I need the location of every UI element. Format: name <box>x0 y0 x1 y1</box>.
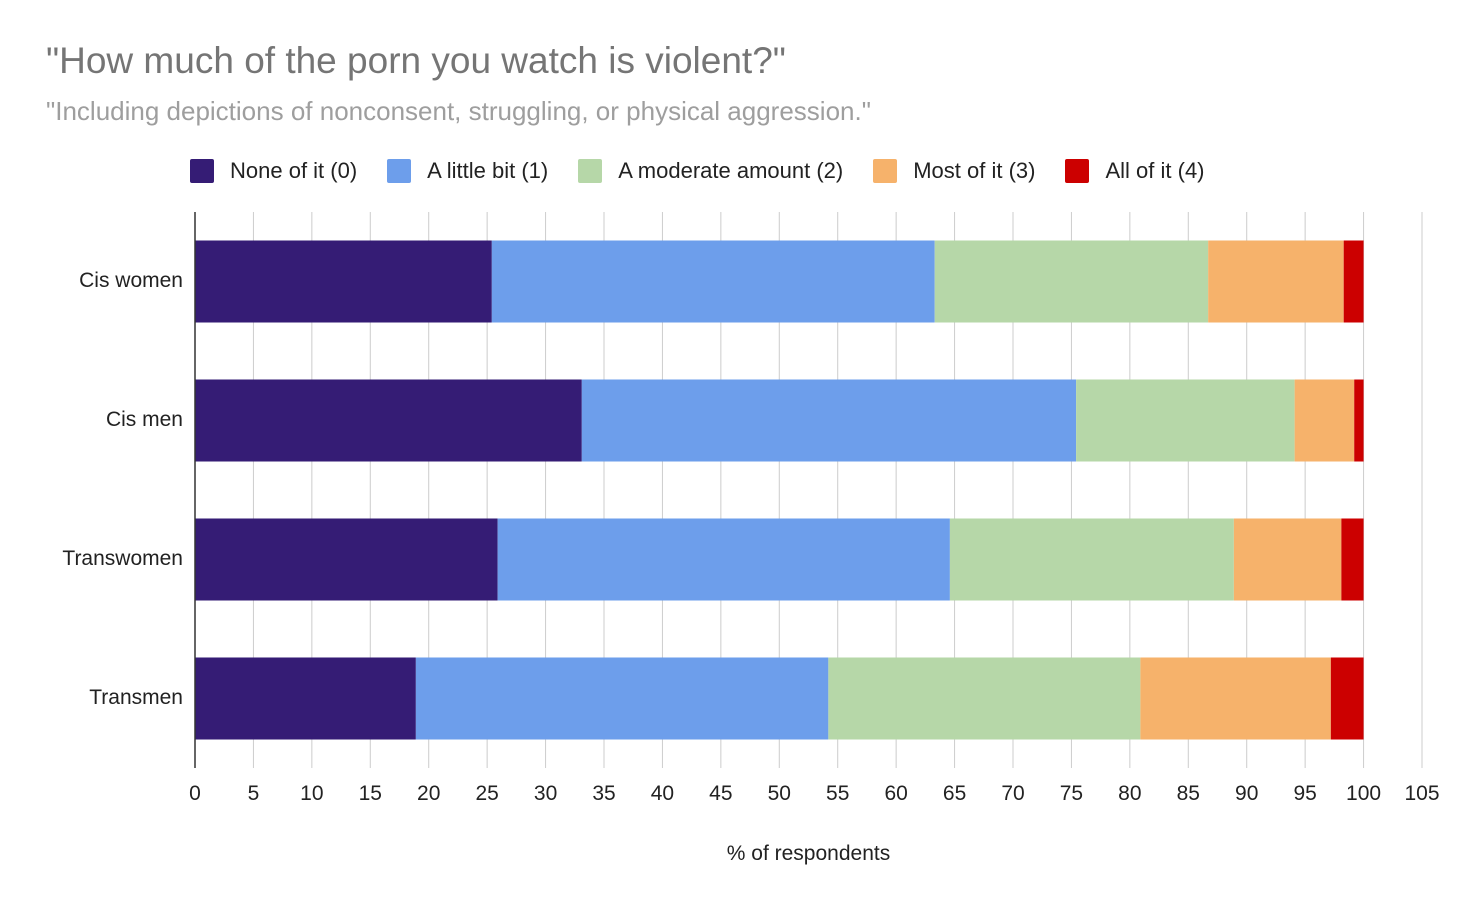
x-axis-label: % of respondents <box>727 842 890 865</box>
legend-label-none: None of it (0) <box>230 158 358 183</box>
bar-cis-men-series-0[interactable] <box>195 379 582 462</box>
legend-label-moderate: A moderate amount (2) <box>618 158 844 183</box>
legend-swatch-little <box>387 159 412 183</box>
bar-cis-women-series-3[interactable] <box>1208 240 1344 323</box>
legend-label-little: A little bit (1) <box>427 158 549 183</box>
legend-item-most[interactable]: Most of it (3) <box>873 158 1035 184</box>
x-tick-label-80: 80 <box>1118 782 1141 805</box>
bar-transmen-series-1[interactable] <box>415 657 829 740</box>
bar-cis-men-series-2[interactable] <box>1076 379 1295 462</box>
x-tick-label-15: 15 <box>359 782 382 805</box>
x-tick-label-35: 35 <box>592 782 615 805</box>
bar-cis-women-series-1[interactable] <box>491 240 935 323</box>
bar-transwomen-series-0[interactable] <box>195 518 498 601</box>
x-tick-label-100: 100 <box>1346 782 1381 805</box>
x-tick-label-50: 50 <box>768 782 791 805</box>
x-tick-label-40: 40 <box>651 782 674 805</box>
bar-transmen-series-2[interactable] <box>828 657 1141 740</box>
y-tick-label-3: Transmen <box>89 686 183 709</box>
legend-item-little[interactable]: A little bit (1) <box>387 158 548 184</box>
legend-item-none[interactable]: None of it (0) <box>190 158 357 184</box>
chart-subtitle: "Including depictions of nonconsent, str… <box>46 96 871 126</box>
x-tick-label-60: 60 <box>884 782 907 805</box>
bar-transwomen-series-1[interactable] <box>497 518 950 601</box>
x-tick-label-20: 20 <box>417 782 440 805</box>
x-tick-label-95: 95 <box>1293 782 1316 805</box>
x-tick-label-70: 70 <box>1001 782 1024 805</box>
x-tick-label-5: 5 <box>248 782 260 805</box>
x-tick-label-65: 65 <box>943 782 966 805</box>
x-tick-label-105: 105 <box>1404 782 1439 805</box>
bar-cis-women-series-4[interactable] <box>1343 240 1364 323</box>
bar-cis-women-series-2[interactable] <box>934 240 1209 323</box>
bar-cis-women-series-0[interactable] <box>195 240 492 323</box>
chart-title: "How much of the porn you watch is viole… <box>46 40 786 81</box>
x-tick-label-0: 0 <box>189 782 201 805</box>
x-tick-label-10: 10 <box>300 782 323 805</box>
legend-swatch-none <box>190 159 214 183</box>
chart-legend: None of it (0) A little bit (1) A modera… <box>190 156 1235 186</box>
bar-transwomen-series-3[interactable] <box>1233 518 1342 601</box>
bar-cis-men-series-1[interactable] <box>581 379 1077 462</box>
legend-item-moderate[interactable]: A moderate amount (2) <box>578 158 843 184</box>
x-tick-label-30: 30 <box>534 782 557 805</box>
x-tick-label-75: 75 <box>1060 782 1083 805</box>
bar-transwomen-series-4[interactable] <box>1341 518 1364 601</box>
bar-cis-men-series-4[interactable] <box>1354 379 1364 462</box>
bar-transmen-series-0[interactable] <box>195 657 416 740</box>
x-tick-label-55: 55 <box>826 782 849 805</box>
y-tick-label-2: Transwomen <box>62 547 183 570</box>
x-tick-label-85: 85 <box>1177 782 1200 805</box>
y-tick-label-0: Cis women <box>79 269 183 292</box>
legend-swatch-all <box>1065 159 1090 183</box>
bar-transmen-series-3[interactable] <box>1140 657 1331 740</box>
bar-transwomen-series-2[interactable] <box>949 518 1234 601</box>
legend-label-most: Most of it (3) <box>913 158 1036 183</box>
y-tick-label-1: Cis men <box>106 408 183 431</box>
legend-swatch-most <box>873 159 898 183</box>
x-tick-label-25: 25 <box>475 782 498 805</box>
legend-swatch-moderate <box>578 159 603 183</box>
legend-item-all[interactable]: All of it (4) <box>1065 158 1205 184</box>
legend-label-all: All of it (4) <box>1105 158 1205 183</box>
bar-cis-men-series-3[interactable] <box>1294 379 1355 462</box>
bar-transmen-series-4[interactable] <box>1330 657 1364 740</box>
x-tick-label-90: 90 <box>1235 782 1258 805</box>
x-tick-label-45: 45 <box>709 782 732 805</box>
